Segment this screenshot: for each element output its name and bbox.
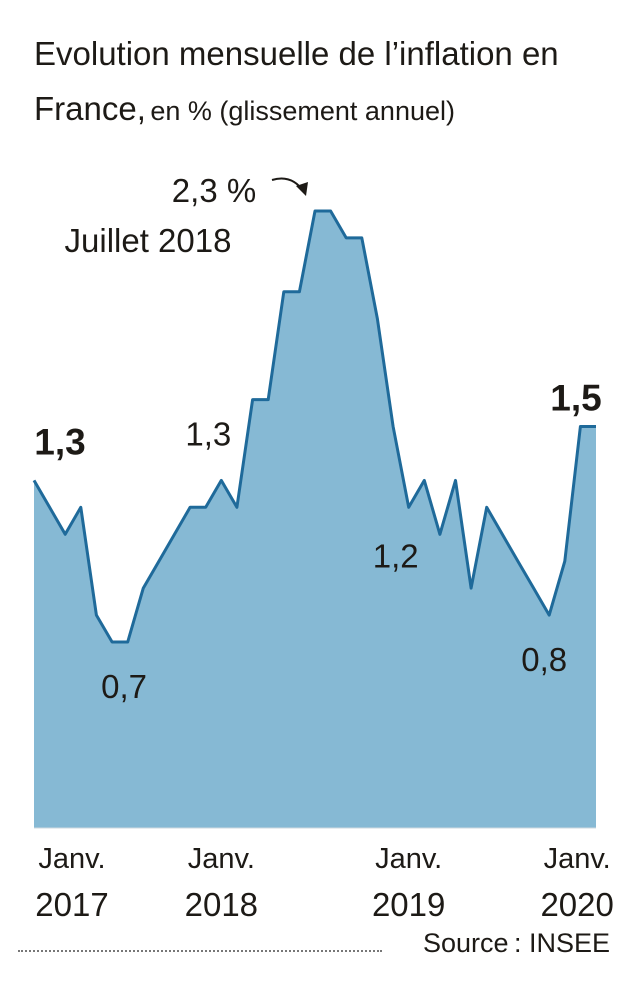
x-tick-month: Janv. [188,843,255,875]
x-tick-year: 2017 [35,886,108,923]
x-tick-month: Janv. [375,843,442,875]
data-label: 0,8 [521,641,567,678]
annotation-arrow-head [296,182,308,196]
source-row: Source : INSEE [18,928,614,968]
inflation-area [34,211,596,828]
x-tick-year: 2020 [540,886,613,923]
annotation-peak-date: Juillet 2018 [65,222,232,259]
x-tick-month: Janv. [544,843,611,875]
inflation-line [32,209,596,644]
data-label: 0,7 [101,668,147,705]
inflation-area-chart: Janv. 2017 Janv. 2018 Janv. 2019 Janv. 2020 1,3 0… [32,172,614,923]
annotation-peak-value: 2,3 % [172,172,256,209]
source-dotted-rule [18,950,382,952]
chart-title: Evolution mensuelle de l’inflation en Fr… [34,30,624,140]
data-label: 1,2 [373,537,419,574]
data-label: 1,3 [185,415,231,452]
data-label: 1,3 [34,421,85,462]
x-tick-month: Janv. [38,843,105,875]
chart-title-main: Evolution mensuelle de l’inflation en Fr… [34,35,559,127]
chart-title-subtitle: en % (glissement annuel) [150,96,455,126]
source-label: Source : INSEE [423,928,610,958]
data-label: 1,5 [550,378,601,419]
x-tick-year: 2019 [372,886,445,923]
x-tick-year: 2018 [185,886,258,923]
